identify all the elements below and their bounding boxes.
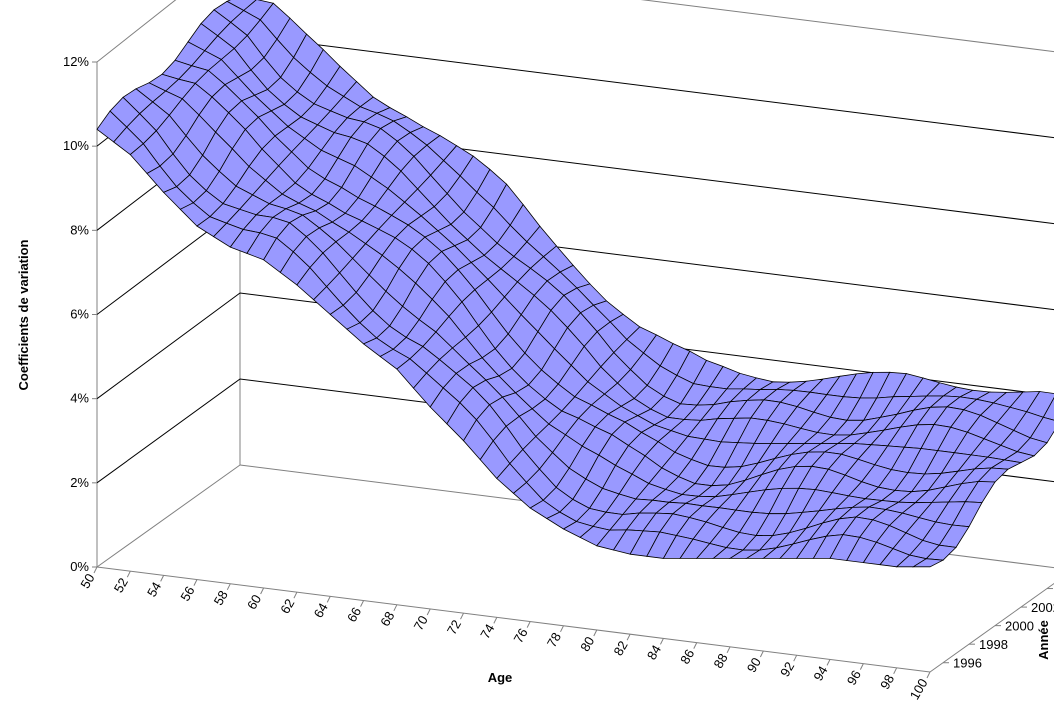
x-tick-label: 88 bbox=[710, 651, 730, 671]
x-tick-mark bbox=[626, 633, 631, 641]
floor-left-edge bbox=[96, 464, 241, 568]
x-tick-label: 64 bbox=[311, 600, 331, 620]
x-axis-title: Age bbox=[488, 670, 513, 685]
back-wall-top-edge bbox=[640, 0, 1054, 53]
depth-tick-label: 2002 bbox=[1031, 600, 1054, 615]
y-tick-label: 2% bbox=[70, 475, 89, 490]
x-tick-label: 50 bbox=[77, 571, 97, 591]
x-tick-label: 96 bbox=[844, 668, 864, 688]
x-tick-mark bbox=[526, 621, 531, 628]
x-tick-mark bbox=[326, 596, 331, 603]
x-tick-mark bbox=[560, 625, 564, 633]
x-tick-mark bbox=[659, 638, 664, 645]
y-tick-label: 12% bbox=[63, 54, 89, 69]
x-axis-ticks: 50 52 54 56 58 60 62 64 66 68 70 72 74 76 78 80 82 84 86 88… bbox=[77, 566, 931, 702]
y-tick-label: 0% bbox=[70, 559, 89, 574]
x-tick-label: 82 bbox=[610, 638, 630, 658]
x-tick-mark bbox=[193, 579, 198, 586]
depth-tick-label: 1998 bbox=[979, 637, 1008, 652]
x-tick-mark bbox=[893, 667, 898, 675]
x-tick-label: 54 bbox=[144, 579, 164, 599]
x-tick-mark bbox=[93, 566, 98, 574]
x-tick-label: 100 bbox=[907, 676, 931, 702]
surface-cell bbox=[1042, 397, 1054, 421]
x-tick-mark bbox=[826, 659, 831, 666]
y-axis-title: Coefficients de variation bbox=[16, 239, 31, 390]
x-tick-mark bbox=[360, 600, 365, 607]
x-tick-label: 62 bbox=[277, 596, 297, 616]
floor-right-edge bbox=[929, 582, 1054, 673]
x-tick-label: 60 bbox=[244, 592, 264, 612]
x-tick-label: 66 bbox=[344, 605, 364, 625]
y-axis-ticks: 0% 2% 4% 6% 8% 10% 12% bbox=[63, 54, 97, 574]
x-tick-mark bbox=[726, 646, 731, 654]
x-tick-mark bbox=[759, 650, 764, 658]
x-tick-mark bbox=[160, 575, 165, 582]
surface bbox=[96, 0, 1054, 568]
gridline bbox=[96, 292, 1054, 400]
x-tick-label: 74 bbox=[477, 621, 497, 641]
x-tick-label: 72 bbox=[444, 617, 464, 637]
x-tick-mark bbox=[793, 654, 798, 662]
x-tick-mark bbox=[693, 642, 698, 649]
depth-axis-title: Année bbox=[1036, 620, 1051, 660]
x-tick-label: 76 bbox=[511, 626, 531, 646]
surface-cell bbox=[911, 558, 945, 568]
depth-tick-label: 1996 bbox=[953, 656, 982, 671]
x-tick-mark bbox=[859, 663, 864, 670]
x-tick-label: 58 bbox=[211, 588, 231, 608]
x-tick-mark bbox=[460, 612, 464, 620]
depth-axis-ticks: 199619982000200220042006 bbox=[943, 588, 1054, 671]
x-tick-mark bbox=[926, 671, 931, 679]
x-tick-label: 70 bbox=[411, 613, 431, 633]
x-tick-label: 52 bbox=[111, 575, 131, 595]
x-tick-label: 90 bbox=[744, 655, 764, 675]
x-tick-mark bbox=[293, 591, 298, 599]
y-tick-label: 8% bbox=[70, 222, 89, 237]
x-tick-label: 56 bbox=[177, 584, 197, 604]
y-tick-label: 10% bbox=[63, 138, 89, 153]
left-wall-top-edge bbox=[96, 0, 177, 63]
x-tick-mark bbox=[126, 570, 131, 578]
x-tick-mark bbox=[493, 617, 498, 624]
x-tick-label: 92 bbox=[777, 659, 797, 679]
x-tick-mark bbox=[426, 608, 431, 616]
x-tick-label: 84 bbox=[644, 642, 664, 662]
x-tick-label: 78 bbox=[544, 630, 564, 650]
x-tick-label: 86 bbox=[677, 647, 697, 667]
x-tick-label: 68 bbox=[377, 609, 397, 629]
y-tick-label: 6% bbox=[70, 307, 89, 322]
x-tick-mark bbox=[393, 604, 398, 612]
depth-tick-label: 2000 bbox=[1005, 619, 1034, 634]
x-tick-label: 80 bbox=[577, 634, 597, 654]
x-tick-mark bbox=[226, 583, 231, 591]
x-tick-label: 94 bbox=[810, 663, 830, 683]
x-tick-mark bbox=[593, 629, 598, 637]
x-tick-label: 98 bbox=[877, 672, 897, 692]
x-tick-mark bbox=[260, 587, 265, 595]
floor-front-edge bbox=[96, 566, 931, 673]
y-tick-label: 4% bbox=[70, 391, 89, 406]
